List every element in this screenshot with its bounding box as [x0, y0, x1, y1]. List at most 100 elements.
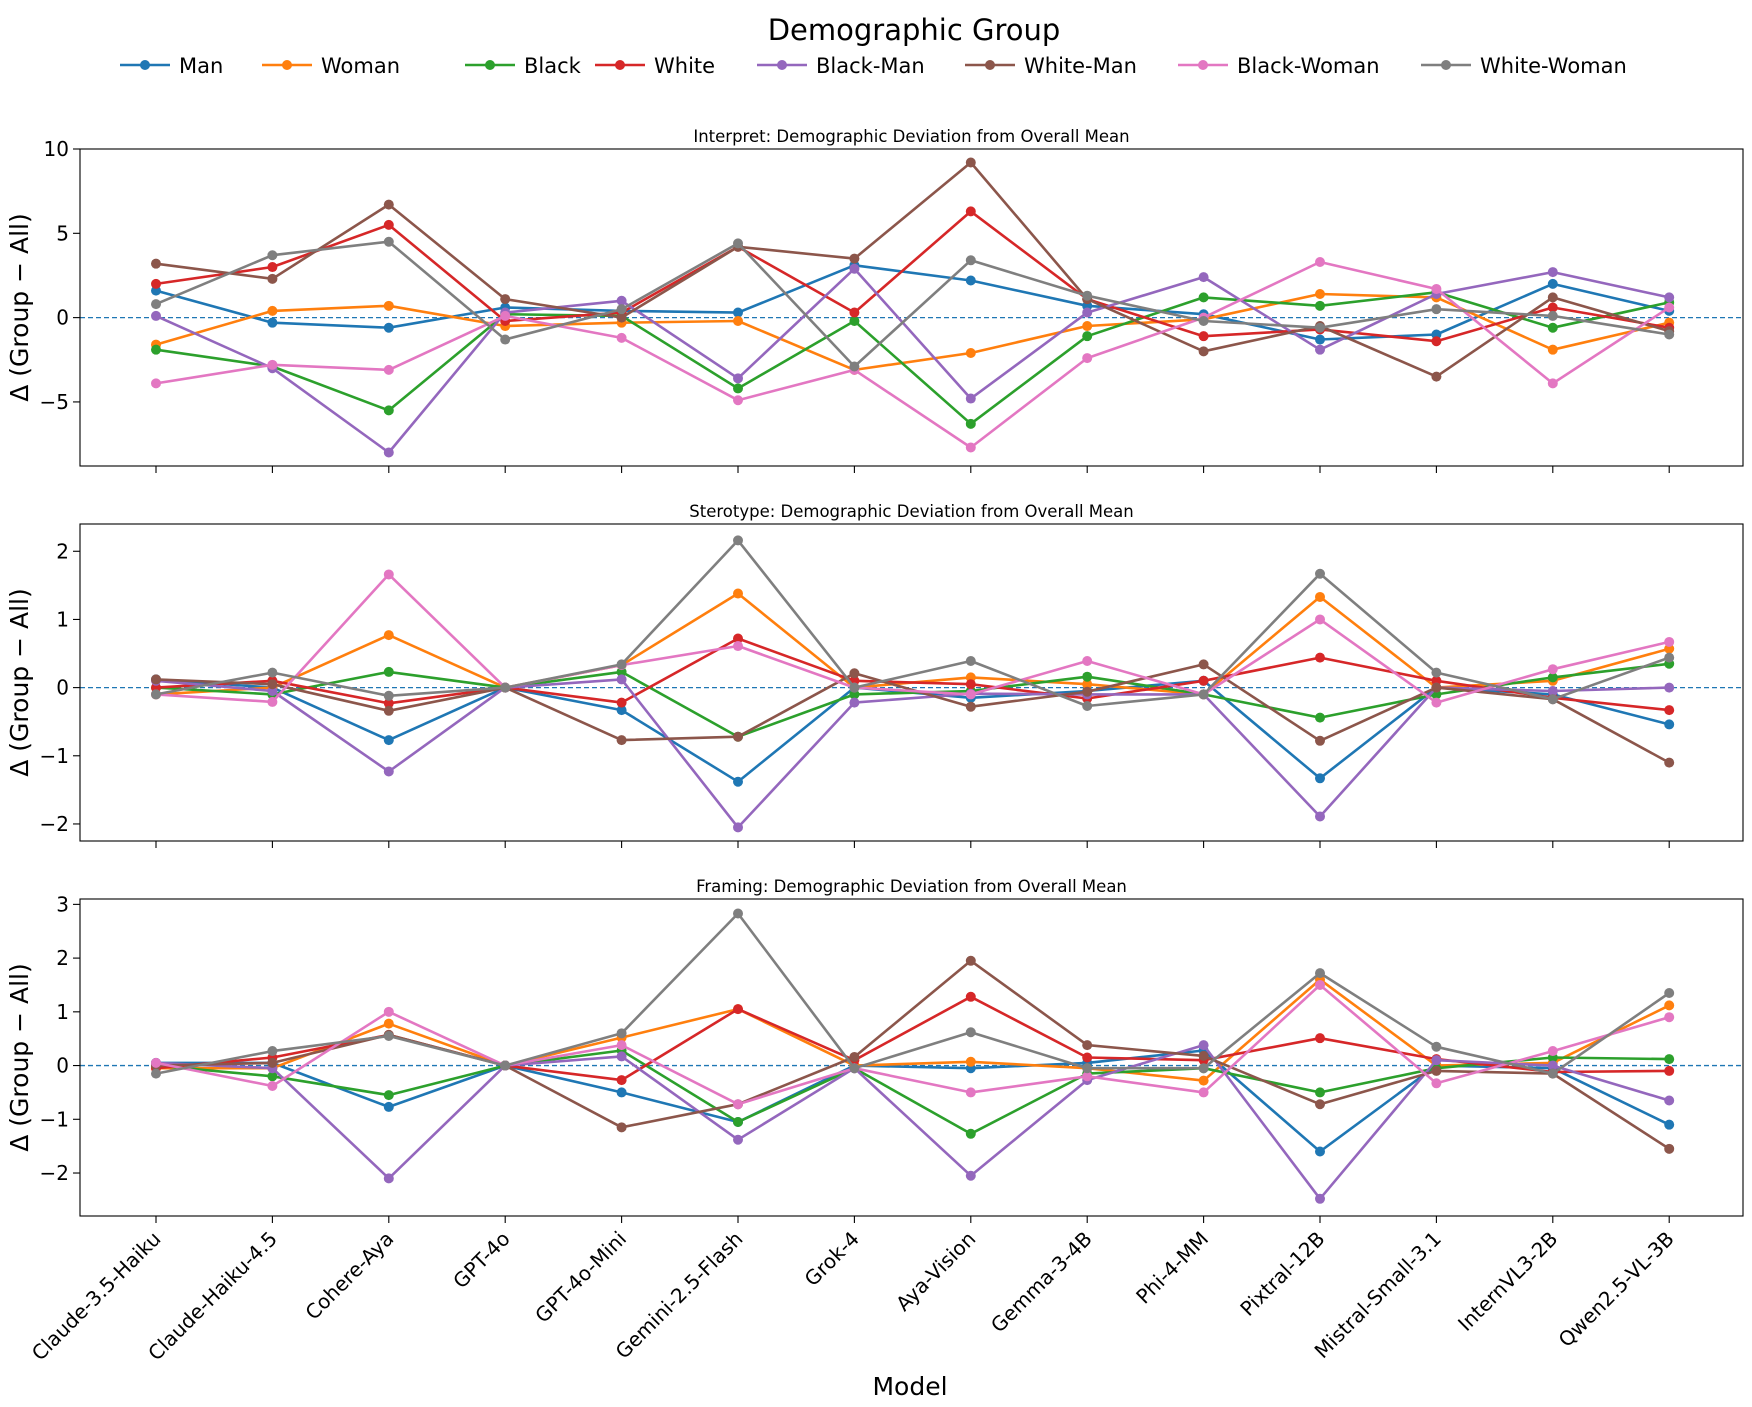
- data-point: [267, 262, 278, 273]
- data-point: [383, 1006, 394, 1017]
- data-point: [1547, 694, 1558, 705]
- y-tick-label: −5: [40, 390, 69, 414]
- data-point: [849, 361, 860, 372]
- panel-2: Sterotype: Demographic Deviation from Ov…: [5, 502, 1744, 848]
- x-tick-label: InternVL3-2B: [1453, 1227, 1562, 1336]
- legend-item-white-woman: White-Woman: [1421, 54, 1627, 78]
- data-point: [1315, 773, 1325, 784]
- legend-swatch-marker: [1441, 60, 1451, 70]
- data-point: [383, 766, 394, 777]
- y-tick-label: 2: [56, 946, 69, 970]
- data-point: [733, 731, 743, 742]
- data-point: [1315, 591, 1325, 602]
- data-point: [1664, 682, 1675, 693]
- data-point: [1431, 1055, 1442, 1066]
- data-point: [1664, 1000, 1675, 1011]
- data-point: [965, 348, 976, 359]
- series-white-man: [151, 157, 1675, 382]
- data-point: [1082, 353, 1093, 364]
- data-point: [1198, 1040, 1209, 1051]
- data-point: [733, 1004, 743, 1015]
- data-point: [849, 697, 860, 708]
- series-white-woman: [151, 908, 1675, 1079]
- data-point: [1315, 712, 1325, 723]
- y-tick-label: 1: [56, 1000, 69, 1024]
- series-line: [155, 573, 1670, 704]
- data-point: [1082, 1071, 1093, 1082]
- series-line: [155, 240, 1670, 368]
- data-point: [1082, 701, 1093, 712]
- data-point: [1315, 1146, 1325, 1157]
- data-point: [965, 701, 976, 712]
- y-tick-label: 10: [44, 137, 69, 161]
- data-point: [1315, 1033, 1325, 1044]
- data-point: [1664, 1065, 1675, 1076]
- data-point: [1431, 1041, 1442, 1052]
- data-point: [1547, 1060, 1558, 1071]
- data-point: [151, 674, 161, 685]
- data-point: [1315, 614, 1325, 625]
- data-point: [383, 698, 394, 709]
- data-point: [383, 1031, 394, 1042]
- data-point: [1547, 302, 1558, 313]
- data-point: [1198, 331, 1209, 342]
- data-point: [616, 659, 627, 670]
- data-point: [267, 1080, 278, 1091]
- data-point: [1664, 757, 1675, 768]
- legend-title: Demographic Group: [768, 13, 1061, 47]
- legend-swatch-marker: [1198, 60, 1208, 70]
- data-point: [849, 1051, 860, 1062]
- y-tick-label: 2: [56, 539, 69, 563]
- panel-title: Sterotype: Demographic Deviation from Ov…: [689, 502, 1133, 521]
- y-tick-label: 0: [56, 1054, 69, 1078]
- series-black-woman: [151, 256, 1675, 453]
- data-point: [733, 822, 743, 833]
- data-point: [965, 442, 976, 453]
- series-line: [155, 983, 1670, 1106]
- data-point: [733, 1134, 743, 1145]
- data-point: [267, 305, 278, 316]
- legend-item-white: White: [595, 54, 715, 78]
- data-point: [1198, 315, 1209, 326]
- panel-frame: [79, 148, 1744, 467]
- data-point: [383, 690, 394, 701]
- data-point: [965, 393, 976, 404]
- data-point: [1431, 283, 1442, 294]
- data-point: [965, 1087, 976, 1098]
- data-point: [616, 697, 627, 708]
- data-point: [1315, 300, 1325, 311]
- data-point: [733, 373, 743, 384]
- data-point: [1082, 1052, 1093, 1063]
- series-line: [155, 592, 1670, 696]
- data-point: [965, 955, 976, 966]
- y-tick-label: −1: [40, 744, 69, 768]
- data-point: [1082, 679, 1093, 690]
- data-point: [965, 991, 976, 1002]
- data-point: [1082, 307, 1093, 318]
- y-tick-label: −2: [40, 812, 69, 836]
- data-point: [733, 908, 743, 919]
- data-point: [383, 705, 394, 716]
- legend-label: White-Man: [1024, 54, 1137, 78]
- data-point: [267, 317, 278, 328]
- data-point: [965, 255, 976, 266]
- x-tick-label: Cohere-Aya: [300, 1227, 398, 1325]
- data-point: [1431, 697, 1442, 708]
- data-point: [733, 395, 743, 406]
- panel-title: Interpret: Demographic Deviation from Ov…: [693, 127, 1129, 146]
- series-line: [155, 637, 1670, 712]
- data-point: [383, 199, 394, 210]
- data-point: [1315, 1099, 1325, 1110]
- data-point: [1315, 1193, 1325, 1204]
- data-point: [1315, 334, 1325, 345]
- data-point: [267, 359, 278, 370]
- data-point: [1664, 1119, 1675, 1130]
- data-point: [383, 405, 394, 416]
- data-point: [1431, 1078, 1442, 1089]
- data-point: [616, 295, 627, 306]
- data-point: [151, 1068, 161, 1079]
- data-point: [1547, 686, 1558, 697]
- legend-label: Man: [179, 54, 223, 78]
- legend-swatch-marker: [615, 60, 625, 70]
